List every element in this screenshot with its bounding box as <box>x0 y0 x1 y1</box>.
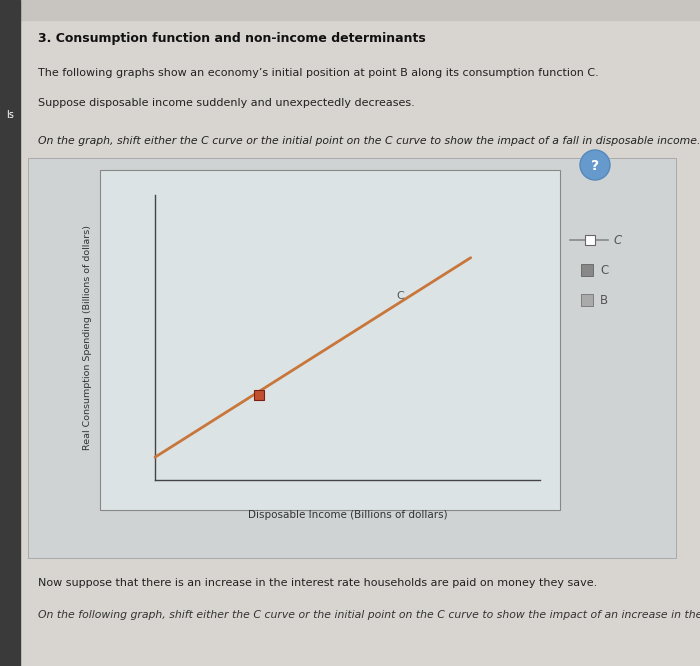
Text: The following graphs show an economy’s initial position at point B along its con: The following graphs show an economy’s i… <box>38 68 598 78</box>
Bar <box>28 158 676 558</box>
Bar <box>0 0 20 666</box>
Bar <box>581 294 593 306</box>
Bar <box>100 170 560 510</box>
Text: ?: ? <box>591 159 599 173</box>
Text: On the following graph, shift either the C curve or the initial point on the C c: On the following graph, shift either the… <box>38 610 700 620</box>
Bar <box>585 235 595 245</box>
Text: Real Consumption Spending (Billions of dollars): Real Consumption Spending (Billions of d… <box>83 225 92 450</box>
Text: ls: ls <box>6 110 14 120</box>
Text: Disposable Income (Billions of dollars): Disposable Income (Billions of dollars) <box>248 510 447 520</box>
Text: B: B <box>600 294 608 306</box>
Text: C: C <box>396 291 404 301</box>
Bar <box>581 264 593 276</box>
Text: C: C <box>600 264 608 276</box>
Text: 3. Consumption function and non-income determinants: 3. Consumption function and non-income d… <box>38 32 426 45</box>
Text: Now suppose that there is an increase in the interest rate households are paid o: Now suppose that there is an increase in… <box>38 578 597 588</box>
Text: On the graph, shift either the C curve or the initial point on the C curve to sh: On the graph, shift either the C curve o… <box>38 136 700 146</box>
Text: Suppose disposable income suddenly and unexpectedly decreases.: Suppose disposable income suddenly and u… <box>38 98 414 108</box>
Text: C: C <box>613 234 622 246</box>
Bar <box>254 390 264 400</box>
Bar <box>0 0 700 20</box>
Circle shape <box>580 150 610 180</box>
